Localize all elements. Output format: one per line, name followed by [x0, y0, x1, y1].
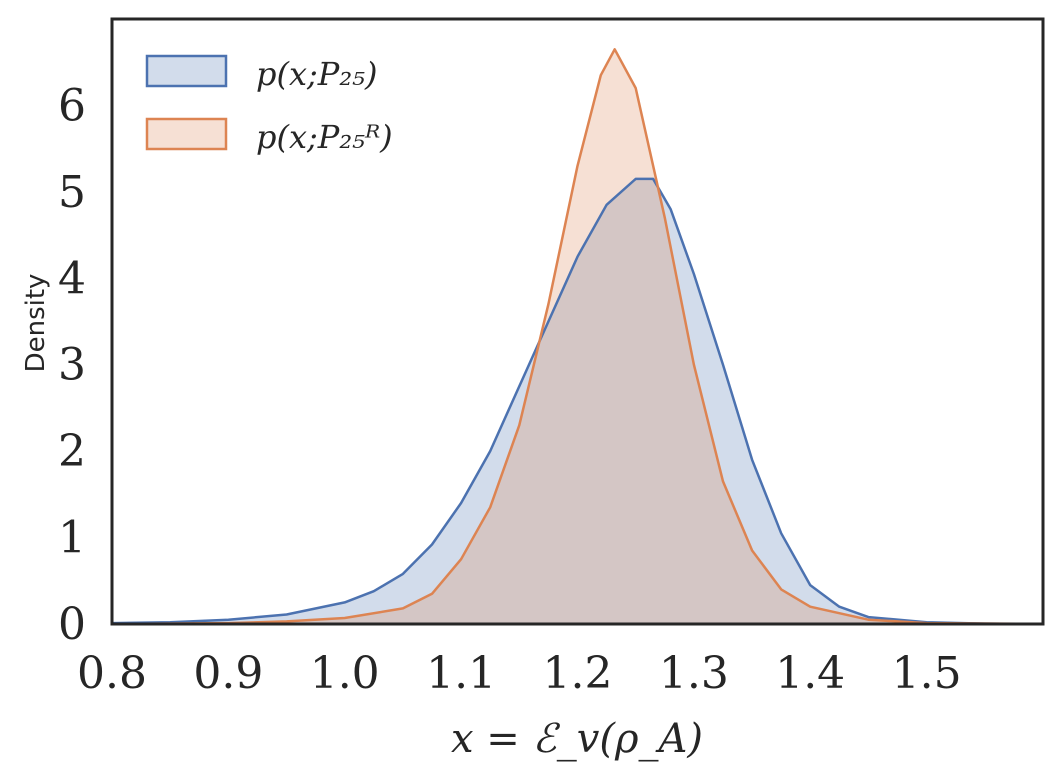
density-area-series-1: [112, 178, 1043, 624]
y-tick-label: 4: [58, 253, 86, 304]
legend-label-series-2: p(x;P₂₅ᴿ): [256, 118, 393, 156]
y-tick-label: 5: [58, 167, 86, 218]
legend: p(x;P₂₅) p(x;P₂₅ᴿ): [145, 54, 393, 156]
density-line-series-2: [111, 48, 1044, 626]
density-areas: [111, 48, 1044, 626]
legend-swatch-series-2: [145, 117, 228, 151]
y-tick-label: 1: [58, 513, 86, 564]
y-tick-label: 2: [58, 426, 86, 477]
x-tick-label: 1.0: [310, 648, 380, 699]
x-tick-labels: 0.8 0.9 1.0 1.1 1.2 1.3 1.4 1.5: [77, 648, 962, 699]
x-tick-label: 1.5: [892, 648, 962, 699]
x-tick-label: 1.4: [775, 648, 845, 699]
density-line-series-1: [111, 177, 1044, 626]
y-tick-label: 0: [58, 599, 86, 650]
x-tick-label: 0.8: [77, 648, 147, 699]
legend-swatch-series-1: [145, 54, 228, 88]
legend-label-series-1: p(x;P₂₅): [256, 55, 377, 93]
x-tick-label: 1.3: [659, 648, 729, 699]
y-tick-label: 6: [58, 80, 86, 131]
x-tick-label: 1.1: [426, 648, 496, 699]
plot-frame: [110, 17, 1045, 626]
x-tick-label: 1.2: [543, 648, 613, 699]
y-tick-label: 3: [58, 340, 86, 391]
y-tick-labels: 0 1 2 3 4 5 6: [58, 80, 86, 650]
y-axis-title: Density: [21, 274, 51, 373]
x-axis-title: x = ℰ_v(ρ_A): [451, 716, 703, 762]
density-area-series-2: [112, 49, 1043, 625]
x-tick-label: 0.9: [193, 648, 263, 699]
